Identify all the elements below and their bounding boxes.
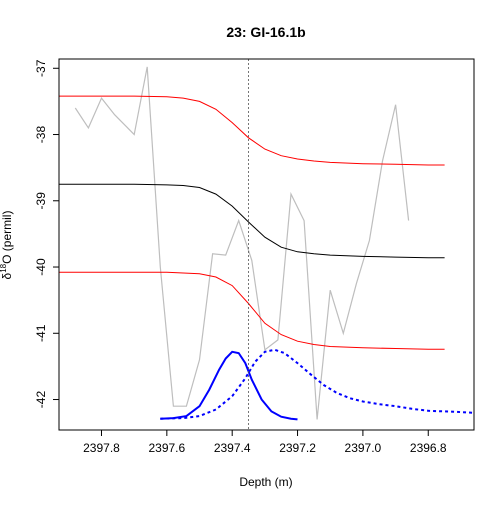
plot-frame	[58, 58, 475, 431]
x-tick-label: 2397.0	[345, 441, 382, 455]
x-tick-label: 2397.6	[148, 441, 185, 455]
upper-ci-line	[59, 95, 445, 166]
y-tick-label: -39	[34, 192, 48, 210]
x-tick-label: 2397.8	[83, 441, 120, 455]
y-tick-label: -37	[34, 59, 48, 77]
y-tick-label: -40	[34, 258, 48, 276]
y-tick-label: -41	[34, 324, 48, 342]
y-tick-label: -38	[34, 126, 48, 144]
y-axis-label-prefix: δ	[0, 272, 14, 279]
axes: 2397.8 2397.6 2397.4 2397.2 2397.0 2396.8 -42 -…	[34, 58, 475, 455]
median-fit-line	[59, 183, 445, 259]
y-axis-label-superscript: 18	[0, 263, 8, 272]
density-dotted-curve	[160, 348, 474, 420]
x-tick-label: 2397.4	[214, 441, 251, 455]
y-axis-label-suffix: O (permil)	[0, 211, 14, 264]
observed-series-line	[74, 66, 410, 420]
plot-area	[59, 59, 474, 430]
x-tick-label: 2397.2	[279, 441, 316, 455]
x-axis-label: Depth (m)	[239, 475, 292, 489]
x-tick-label: 2396.8	[410, 441, 447, 455]
chart-title: 23: GI-16.1b	[226, 24, 305, 40]
y-tick-label: -42	[34, 391, 48, 409]
density-solid-curve	[160, 350, 298, 421]
lower-ci-line	[59, 271, 445, 350]
y-axis-label: δ18O (permil)	[0, 211, 14, 280]
